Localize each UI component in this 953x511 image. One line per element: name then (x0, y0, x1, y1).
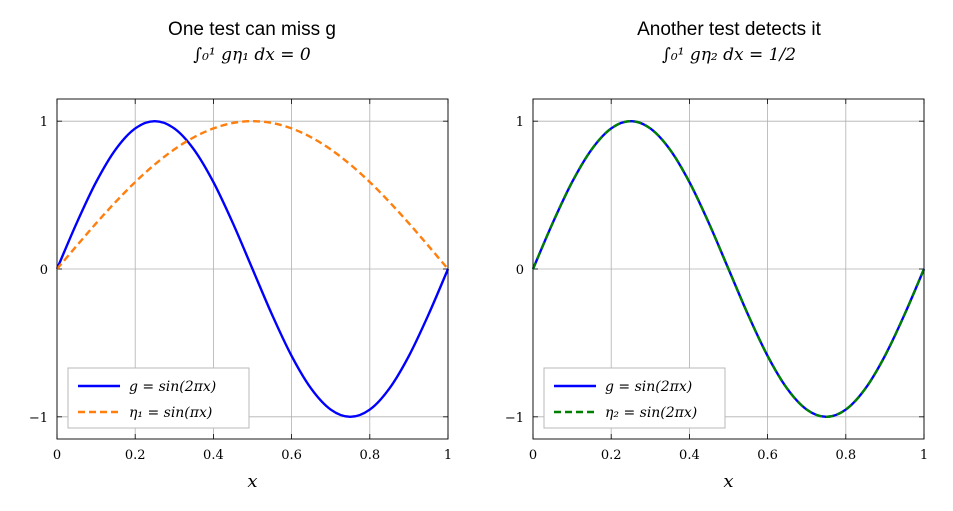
legend-label: η₂ = sin(2πx) (605, 405, 697, 421)
legend-box (67, 367, 250, 429)
chart-subtitle: ∫₀¹ gη₁ dx = 0 (193, 45, 311, 65)
x-axis-label: x (723, 471, 733, 492)
x-tick-label: 0.2 (125, 448, 146, 463)
x-tick-label: 0.2 (601, 448, 622, 463)
x-tick-label: 0.8 (835, 448, 856, 463)
plot-frame (56, 98, 449, 440)
y-tick-label: 1 (516, 115, 524, 130)
legend: g = sin(2πx) η₂ = sin(2πx) (543, 367, 726, 429)
y-tick-label: 0 (516, 263, 524, 278)
x-tick-label: 0.8 (359, 448, 380, 463)
y-tick-label: −1 (29, 411, 48, 426)
y-tick-label: −1 (505, 411, 524, 426)
legend: g = sin(2πx) η₁ = sin(πx) (67, 367, 250, 429)
x-tick-label: 0.6 (281, 448, 302, 463)
x-tick-label: 0 (529, 448, 537, 463)
x-axis-label: x (247, 471, 257, 492)
series-line (55, 119, 450, 419)
x-tick-label: 1 (920, 448, 928, 463)
plot-frame (532, 98, 925, 440)
legend-label: η₁ = sin(πx) (129, 405, 212, 421)
y-tick-label: 0 (40, 263, 48, 278)
y-tick-label: 1 (40, 115, 48, 130)
series-line (56, 119, 449, 270)
x-tick-label: 0 (53, 448, 61, 463)
legend-label: g = sin(2πx) (129, 379, 216, 395)
chart-title: One test can miss g (168, 19, 336, 40)
legend-box (543, 367, 726, 429)
x-tick-label: 0.4 (203, 448, 224, 463)
series-line (531, 119, 926, 419)
x-tick-label: 0.4 (679, 448, 700, 463)
x-tick-label: 0.6 (757, 448, 778, 463)
chart-subtitle: ∫₀¹ gη₂ dx = 1/2 (661, 45, 797, 65)
chart-title: Another test detects it (637, 19, 821, 40)
x-tick-label: 1 (444, 448, 452, 463)
legend-label: g = sin(2πx) (605, 379, 692, 395)
